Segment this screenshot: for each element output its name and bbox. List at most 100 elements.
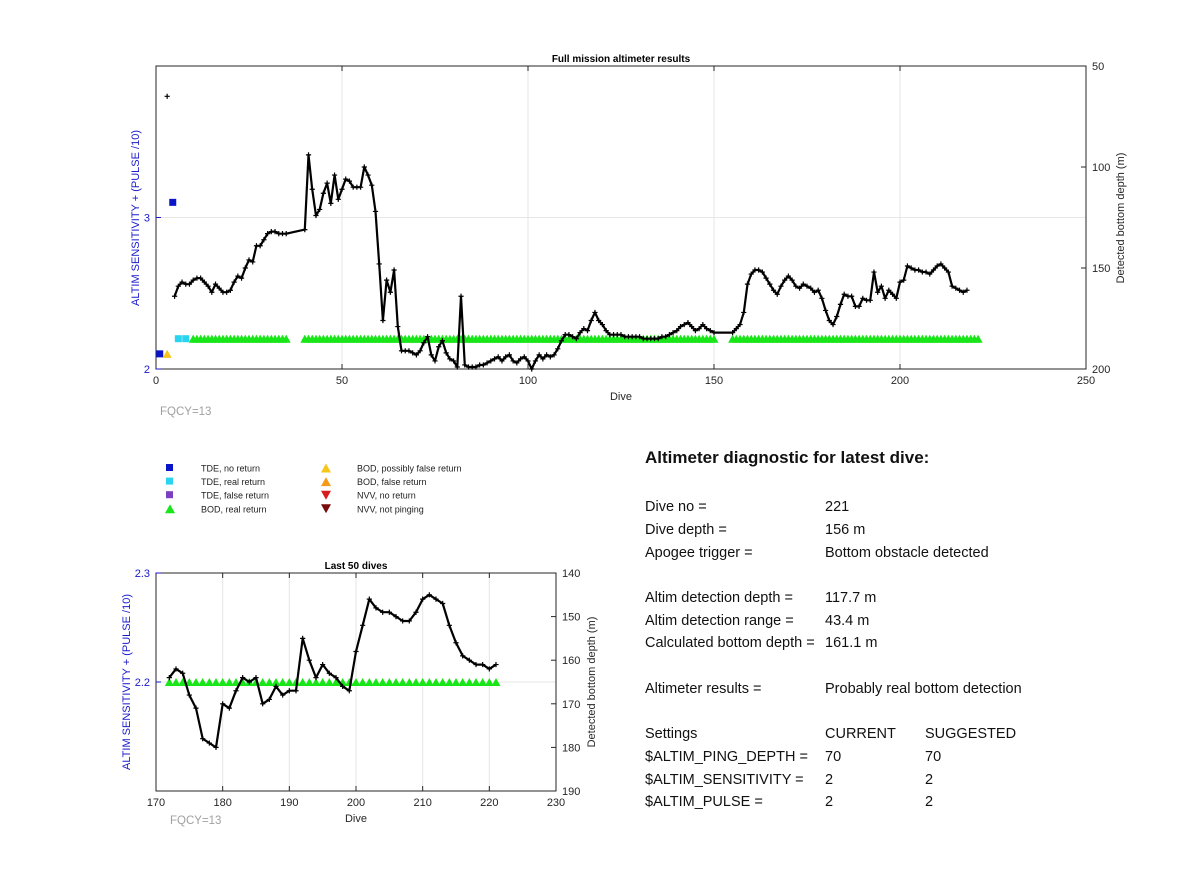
bottom-depth-point xyxy=(164,93,170,99)
bottom-depth-point xyxy=(670,330,676,336)
bottom-depth-point xyxy=(841,291,847,297)
bottom-depth-point xyxy=(830,321,836,328)
bottom-depth-point xyxy=(313,212,319,219)
y-tick-label-right: 170 xyxy=(562,699,580,711)
bottom-depth-point xyxy=(198,275,204,281)
bottom-depth-point xyxy=(793,283,799,289)
detection-depth-label: Altim detection depth = xyxy=(645,590,793,607)
bottom-depth-point xyxy=(320,190,326,196)
calculated-depth-value: 161.1 m xyxy=(825,635,878,652)
bod-marker xyxy=(384,677,394,687)
bottom-depth-point xyxy=(774,291,780,297)
dive-no-value: 221 xyxy=(825,499,850,516)
bottom-depth-point xyxy=(280,692,286,698)
bottom-depth-point xyxy=(260,701,266,707)
bod-marker xyxy=(444,677,454,687)
bottom-depth-point xyxy=(692,328,698,334)
main-y-axis-label-right: Detected bottom depth (m) xyxy=(1115,153,1127,284)
bottom-depth-point xyxy=(525,358,531,364)
dive-depth-label: Dive depth = xyxy=(645,522,727,539)
setting-current: 70 xyxy=(825,748,842,765)
bottom-depth-point xyxy=(436,344,442,350)
bottom-depth-point xyxy=(406,618,412,624)
detection-range-label: Altim detection range = xyxy=(645,612,794,629)
bod-marker xyxy=(478,677,488,687)
bod-marker xyxy=(331,677,341,687)
bottom-depth-point xyxy=(333,675,339,681)
bottom-depth-point xyxy=(674,328,680,334)
bottom-depth-point xyxy=(878,283,884,289)
bottom-depth-point xyxy=(837,301,844,307)
bottom-depth-point xyxy=(882,295,888,301)
bod-marker xyxy=(973,334,983,343)
bottom-depth-point xyxy=(317,206,323,213)
bottom-depth-point xyxy=(240,675,246,681)
dive-no-label: Dive no = xyxy=(645,499,707,516)
bottom-depth-point xyxy=(529,366,535,372)
small-y-axis-label-right: Detected bottom depth (m) xyxy=(586,617,598,748)
setting-name: $ALTIM_PING_DEPTH = xyxy=(645,748,808,765)
x-tick-label: 0 xyxy=(153,375,159,387)
bod-marker xyxy=(709,334,719,343)
y-tick-label-right: 100 xyxy=(1092,162,1110,174)
bottom-depth-point xyxy=(421,340,427,346)
bottom-depth-point xyxy=(186,692,192,698)
bottom-depth-point xyxy=(331,172,338,178)
bottom-depth-point xyxy=(930,267,937,273)
bottom-depth-point xyxy=(488,358,494,364)
bottom-depth-point xyxy=(346,688,352,694)
legend-entry-label: TDE, no return xyxy=(201,464,260,474)
bottom-depth-point xyxy=(193,705,199,711)
small-chart-title: Last 50 dives xyxy=(325,561,388,572)
bottom-depth-point xyxy=(424,334,431,340)
bottom-depth-point xyxy=(432,358,438,364)
bottom-depth-point xyxy=(789,277,795,283)
bottom-depth-point xyxy=(440,600,446,607)
bottom-depth-point xyxy=(577,330,583,336)
bottom-depth-point xyxy=(261,237,267,243)
bottom-depth-point xyxy=(324,180,330,186)
bottom-depth-point xyxy=(517,356,524,362)
bottom-depth-point xyxy=(273,683,279,689)
x-tick-label: 190 xyxy=(280,797,298,809)
x-tick-label: 210 xyxy=(413,797,431,809)
legend-entry-label: BOD, real return xyxy=(201,504,267,514)
bottom-depth-point xyxy=(540,356,546,362)
bottom-depth-point xyxy=(663,334,669,340)
bottom-depth-point xyxy=(558,338,565,344)
x-tick-label: 170 xyxy=(147,797,165,809)
bottom-depth-point xyxy=(213,744,219,750)
bottom-depth-point xyxy=(897,279,903,285)
bottom-depth-point xyxy=(493,661,499,668)
bod-marker xyxy=(424,677,434,687)
bottom-depth-point xyxy=(532,358,539,364)
bottom-depth-point xyxy=(603,328,609,334)
bottom-depth-point xyxy=(916,267,922,273)
bottom-depth-point xyxy=(908,265,914,271)
settings-header-row: Settings CURRENT SUGGESTED xyxy=(645,723,1165,746)
main-bottom-depth-series xyxy=(165,94,970,372)
bottom-depth-point xyxy=(343,176,349,182)
bod-marker xyxy=(484,677,494,687)
results-row: Altimeter results = Probably real bottom … xyxy=(645,678,1165,701)
bottom-depth-point xyxy=(200,736,206,742)
bod-marker xyxy=(451,677,461,687)
bod-marker xyxy=(224,677,234,687)
bottom-depth-point xyxy=(186,281,193,287)
bottom-depth-point xyxy=(246,257,252,263)
bottom-depth-point xyxy=(220,701,226,707)
bottom-depth-point xyxy=(596,317,602,324)
bottom-depth-point xyxy=(339,186,345,192)
bottom-depth-point xyxy=(393,614,399,620)
legend-triangle-marker xyxy=(321,463,331,473)
main-chart-title: Full mission altimeter results xyxy=(552,54,691,65)
bottom-depth-point xyxy=(945,269,951,275)
bottom-depth-point xyxy=(770,287,777,293)
bottom-depth-point xyxy=(454,364,460,370)
legend-square-marker xyxy=(166,477,173,485)
legend-square-marker xyxy=(166,491,173,499)
bottom-depth-point xyxy=(231,279,237,285)
bottom-depth-point xyxy=(451,358,457,364)
small-chart: 170 180 190 200 210 220 230 2.2 2.3 140 150 160 170 1… xyxy=(121,561,598,827)
small-ticks: 170 180 190 200 210 220 230 2.2 2.3 140 150 160 170 1… xyxy=(135,568,581,809)
